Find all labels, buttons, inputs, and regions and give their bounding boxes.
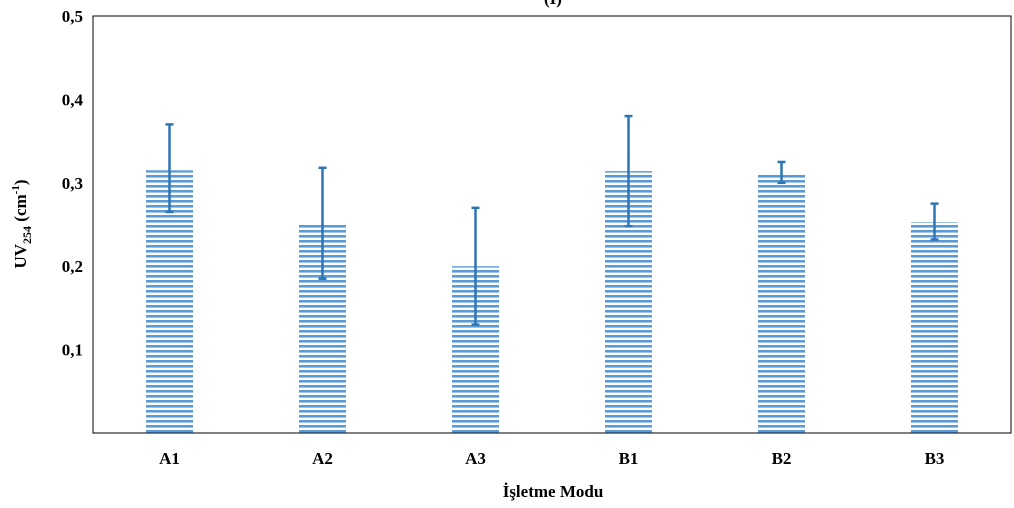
y-tick-label: 0,4 [62, 90, 84, 109]
error-bar-b3 [930, 202, 939, 241]
y-label-sup: -1 [10, 185, 22, 194]
x-tick-label: A1 [159, 449, 180, 468]
x-tick-label: B3 [925, 449, 945, 468]
x-axis-ticks: A1 A2 A3 B1 B2 B3 [159, 449, 944, 468]
y-tick-label: 0,5 [62, 7, 83, 26]
x-tick-label: A3 [465, 449, 486, 468]
y-tick-label: 0,3 [62, 174, 83, 193]
chart-title: (I) [544, 0, 562, 8]
bars [146, 170, 958, 434]
error-bar-a2 [318, 166, 327, 280]
plot-area-frame [92, 15, 1012, 434]
y-tick-label: 0,2 [62, 257, 83, 276]
bar-b3 [911, 221, 958, 433]
x-tick-label: A2 [312, 449, 333, 468]
x-axis-label: İşletme Modu [503, 482, 604, 501]
error-bar-a3 [471, 206, 480, 326]
y-label-main: UV [11, 243, 30, 268]
error-bars [165, 114, 939, 326]
x-tick-label: B1 [619, 449, 639, 468]
error-bar-b1 [624, 114, 633, 228]
bar-b2 [758, 173, 805, 433]
error-bar-a1 [165, 123, 174, 214]
bar-a1 [146, 170, 193, 434]
y-label-unit-close: ) [11, 179, 30, 185]
error-bar-b2 [777, 160, 786, 185]
y-label-sub: 254 [20, 226, 34, 244]
y-axis-label: UV254 (cm-1) [10, 179, 34, 268]
y-label-unit-open: (cm [11, 194, 30, 226]
x-tick-label: B2 [772, 449, 792, 468]
y-axis-ticks: 0,1 0,2 0,3 0,4 0,5 [62, 7, 84, 360]
y-tick-label: 0,1 [62, 341, 83, 360]
